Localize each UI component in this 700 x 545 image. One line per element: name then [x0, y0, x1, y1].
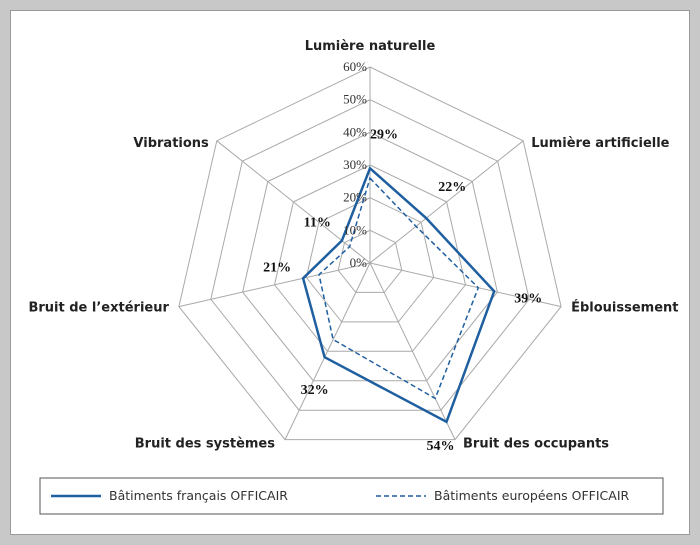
radial-tick-label: 10%	[343, 222, 367, 237]
radial-tick-label: 30%	[343, 157, 367, 172]
radar-grid	[178, 66, 562, 441]
series-french-line	[301, 166, 496, 424]
category-label: Bruit des occupants	[463, 437, 609, 452]
legend: Bâtiments français OFFICAIR Bâtiments eu…	[39, 477, 664, 515]
radial-tick-label: 20%	[343, 190, 367, 205]
data-label: 21%	[263, 260, 291, 275]
radar-chart: 0% 10% 20% 30% 40% 50% 60% Lumière naturelle Lum…	[28, 39, 679, 515]
grid-spoke	[369, 262, 456, 440]
legend-label-french: Bâtiments français OFFICAIR	[109, 488, 288, 503]
grid-ring	[178, 66, 562, 441]
data-label: 39%	[514, 291, 542, 306]
series-layer	[301, 166, 496, 424]
label-layer: 0% 10% 20% 30% 40% 50% 60% Lumière naturelle Lum…	[28, 39, 678, 454]
chart-frame: 0% 10% 20% 30% 40% 50% 60% Lumière naturelle Lum…	[10, 10, 690, 535]
legend-box	[39, 477, 664, 515]
data-label: 32%	[301, 383, 329, 398]
radial-tick-label: 0%	[350, 255, 368, 270]
grid-ring	[210, 99, 530, 411]
grid-spoke	[178, 262, 371, 308]
grid-spoke	[284, 262, 371, 440]
grid-spoke	[369, 262, 562, 308]
grid-ring	[273, 164, 467, 352]
grid-spoke	[216, 140, 371, 264]
grid-ring	[305, 197, 435, 323]
grid-ring	[337, 229, 403, 293]
data-label: 11%	[304, 216, 331, 231]
radial-tick-label: 60%	[343, 59, 367, 74]
data-label: 54%	[427, 439, 455, 454]
category-label: Bruit de l’extérieur	[28, 301, 169, 316]
radial-tick-label: 40%	[343, 124, 367, 139]
category-label: Lumière naturelle	[305, 39, 436, 54]
legend-label-european: Bâtiments européens OFFICAIR	[434, 488, 630, 503]
category-label: Éblouissement	[571, 300, 678, 316]
category-label: Bruit des systèmes	[135, 437, 276, 452]
grid-spoke	[369, 140, 524, 264]
data-label: 22%	[438, 180, 466, 195]
category-label: Lumière artificielle	[531, 136, 669, 151]
data-label: 29%	[370, 127, 398, 142]
radial-tick-label: 50%	[343, 92, 367, 107]
series-european-line	[318, 176, 480, 400]
category-label: Vibrations	[133, 136, 209, 151]
